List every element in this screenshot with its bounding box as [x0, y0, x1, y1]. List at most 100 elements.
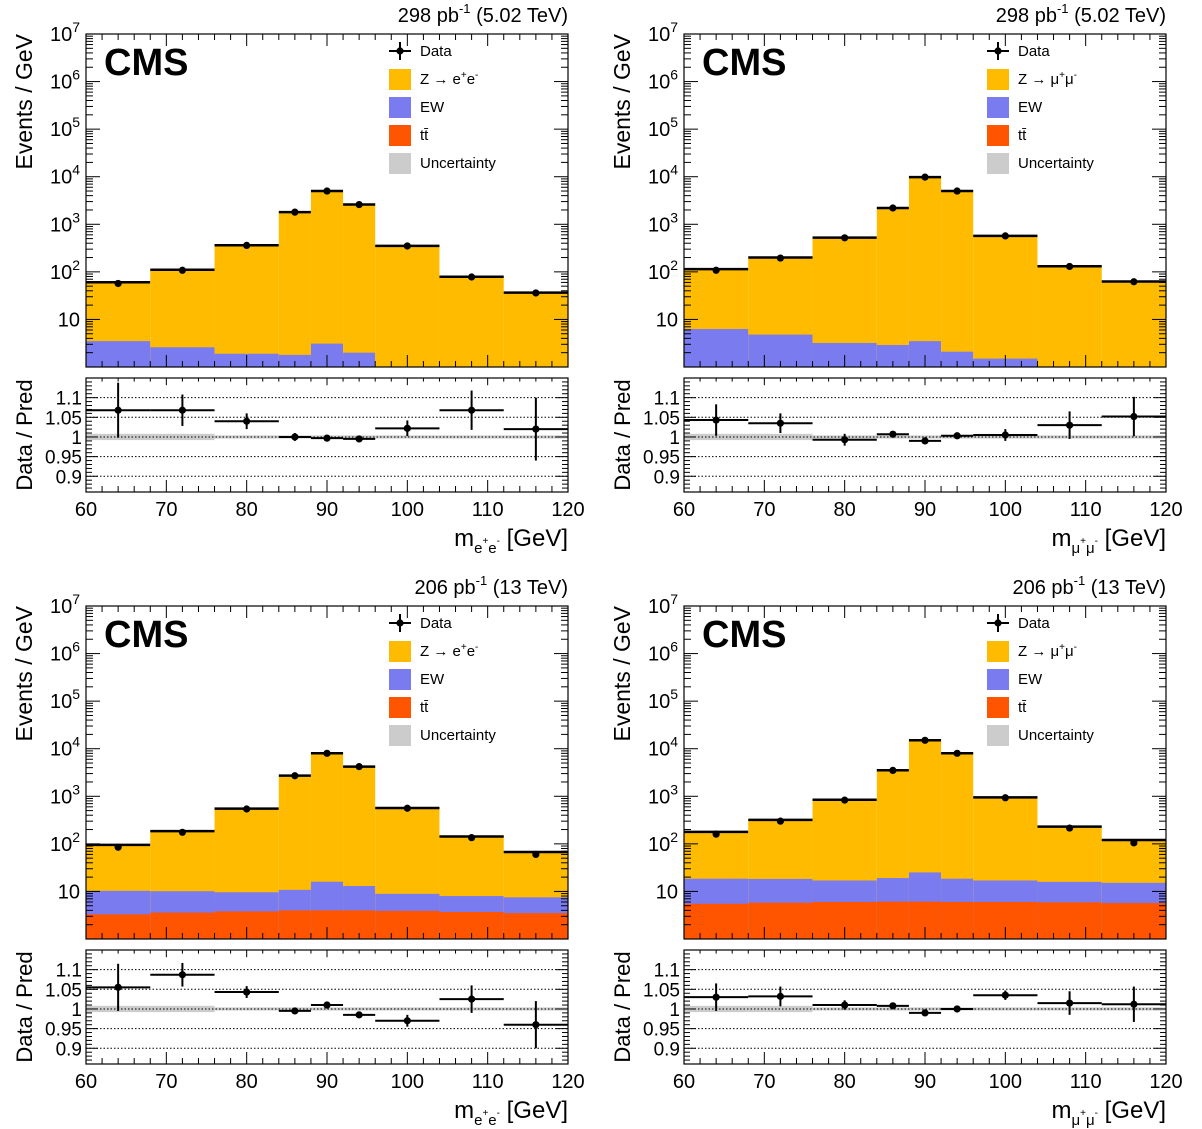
signal-bar	[908, 177, 942, 367]
legend-data-label: Data	[420, 43, 452, 60]
legend-ew-label: EW	[420, 99, 445, 116]
data-point	[323, 749, 331, 757]
x-tick-label: 100	[391, 499, 424, 521]
ratio-point	[323, 434, 331, 442]
x-axis-label: mμ+μ- [GeV]	[1051, 525, 1166, 557]
legend-signal-label: Z → μ+μ-	[1018, 70, 1077, 88]
data-point	[776, 817, 784, 825]
x-axis-label: me+e- [GeV]	[454, 1097, 568, 1129]
legend-ttbar-swatch	[389, 697, 411, 718]
data-point	[355, 200, 363, 209]
y-tick-label: 107	[648, 591, 678, 618]
y-tick-label: 107	[50, 19, 80, 46]
lumi-label: 298 pb-1 (5.02 TeV)	[398, 1, 568, 27]
y-tick-label: 104	[648, 162, 678, 189]
lumi-label: 206 pb-1 (13 TeV)	[414, 573, 568, 599]
y-tick-label: 102	[50, 829, 80, 856]
ratio-y-tick-label: 0.9	[654, 1039, 680, 1060]
x-tick-label: 90	[914, 499, 936, 521]
x-tick-label: 80	[834, 1071, 856, 1093]
x-tick-label: 100	[391, 1071, 424, 1093]
ratio-point	[712, 416, 720, 424]
ratio-uncertainty-band	[908, 1007, 942, 1011]
ratio-point	[1130, 412, 1138, 421]
ratio-point	[291, 1007, 299, 1015]
legend-uncertainty-label: Uncertainty	[420, 727, 496, 744]
ratio-y-tick-label: 1	[71, 428, 82, 449]
ratio-y-axis-label: Data / Pred	[610, 951, 635, 1062]
ew-bar	[684, 328, 749, 367]
lumi-label: 206 pb-1 (13 TeV)	[1012, 573, 1166, 599]
ratio-point	[532, 1021, 540, 1029]
ratio-y-tick-label: 0.9	[56, 1039, 82, 1060]
ratio-point	[355, 1011, 363, 1019]
legend-uncertainty-swatch	[389, 153, 411, 174]
data-point	[532, 850, 540, 859]
data-point	[468, 834, 476, 842]
legend-data-marker	[396, 619, 404, 627]
ratio-point	[291, 433, 299, 441]
legend-ttbar-label: tt̄	[420, 699, 429, 716]
signal-bar	[941, 191, 974, 367]
x-tick-label: 60	[673, 499, 695, 521]
ew-bar	[278, 354, 311, 367]
data-point	[841, 796, 849, 804]
data-point	[712, 266, 720, 274]
y-tick-label: 107	[50, 591, 80, 618]
ttbar-bar	[876, 901, 909, 939]
y-tick-label: 104	[50, 162, 80, 189]
ratio-point	[953, 432, 961, 440]
data-point	[1130, 839, 1138, 847]
ratio-point	[1001, 431, 1009, 439]
signal-bar	[973, 235, 1038, 367]
x-tick-label: 110	[472, 499, 504, 521]
x-tick-label: 90	[316, 1071, 338, 1093]
data-point	[323, 187, 331, 195]
legend-signal-swatch	[389, 641, 411, 662]
ratio-y-tick-label: 0.95	[45, 448, 82, 469]
y-tick-label: 10	[58, 309, 80, 331]
legend-signal-swatch	[987, 69, 1009, 90]
x-tick-label: 120	[1149, 1071, 1182, 1093]
ew-bar	[941, 351, 974, 367]
data-point	[889, 766, 897, 775]
x-tick-label: 90	[914, 1071, 936, 1093]
cms-label: CMS	[702, 42, 786, 84]
signal-bar	[278, 212, 311, 367]
y-tick-label: 103	[648, 781, 678, 808]
x-tick-label: 120	[1149, 499, 1182, 521]
legend-uncertainty-label: Uncertainty	[1018, 727, 1094, 744]
x-tick-label: 90	[316, 499, 338, 521]
ratio-y-tick-label: 1.05	[643, 980, 680, 1001]
legend-ew-swatch	[987, 97, 1009, 118]
legend-ew-label: EW	[1018, 671, 1043, 688]
data-point	[355, 763, 363, 771]
data-point	[921, 173, 929, 181]
y-tick-label: 105	[50, 114, 80, 141]
legend-uncertainty-swatch	[987, 153, 1009, 174]
ratio-point	[921, 437, 929, 445]
y-tick-label: 107	[648, 19, 678, 46]
signal-bar	[343, 204, 376, 367]
signal-bar	[1101, 281, 1166, 367]
y-tick-label: 104	[648, 734, 678, 761]
data-point	[291, 772, 299, 780]
ratio-point	[243, 988, 251, 996]
data-point	[532, 289, 540, 297]
ratio-point	[841, 436, 849, 444]
legend-data-label: Data	[420, 615, 452, 632]
ratio-y-tick-label: 1.1	[56, 389, 82, 410]
ratio-uncertainty-band	[748, 1005, 813, 1013]
ratio-y-tick-label: 1.1	[56, 961, 82, 982]
data-point	[712, 830, 720, 838]
legend: Data Z → μ+μ- EW tt̄ Uncertainty	[987, 42, 1094, 174]
y-tick-label: 10	[656, 309, 678, 331]
y-axis-label: Events / GeV	[11, 33, 37, 169]
data-point	[1066, 824, 1074, 832]
legend-signal-label: Z → e+e-	[420, 642, 478, 660]
ratio-y-tick-label: 0.95	[45, 1020, 82, 1041]
stacked-histogram	[86, 187, 568, 367]
x-tick-label: 110	[1070, 499, 1102, 521]
x-axis-label: me+e- [GeV]	[454, 525, 568, 557]
